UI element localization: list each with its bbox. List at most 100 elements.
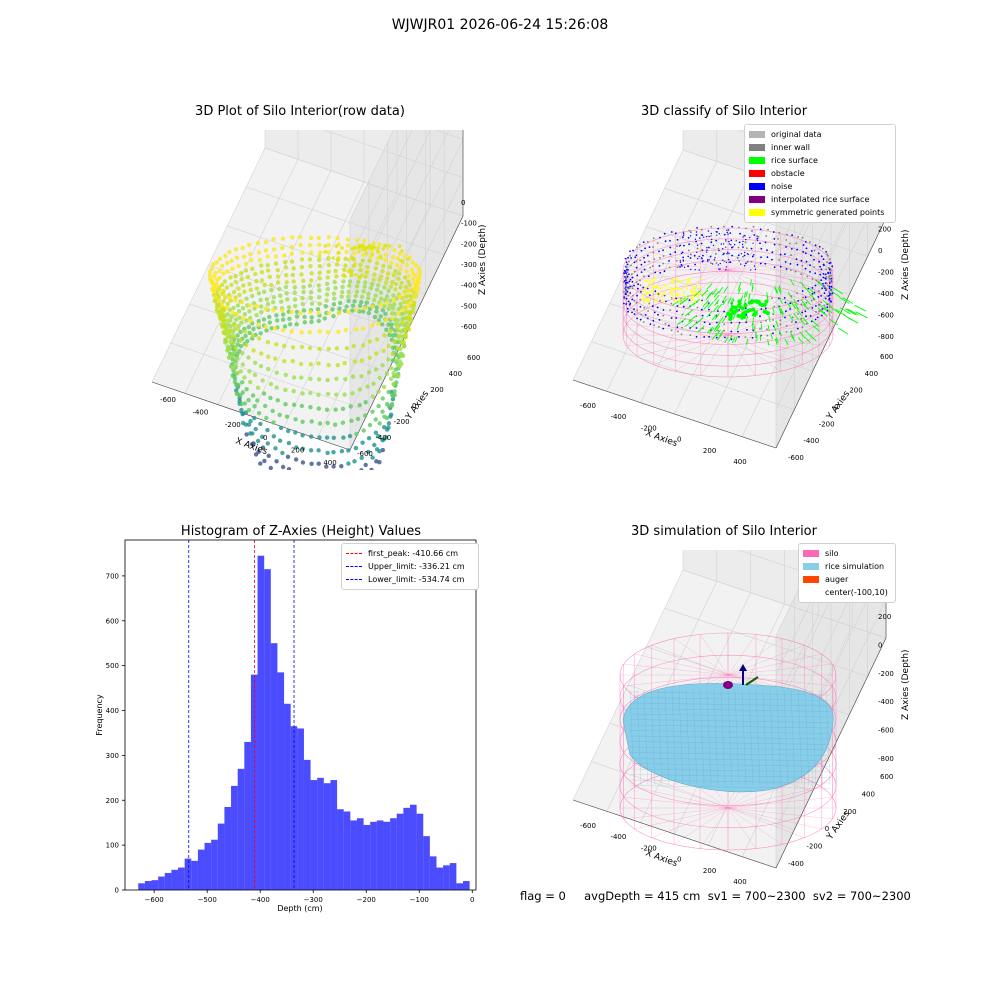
data-point	[404, 315, 409, 321]
data-point	[271, 247, 277, 252]
noise-point	[773, 305, 776, 308]
noise-point	[623, 297, 626, 300]
noise-point	[744, 307, 747, 310]
noise-point	[626, 274, 628, 276]
histogram-bar	[403, 807, 410, 890]
data-point	[219, 309, 224, 314]
noise-point	[652, 251, 655, 254]
data-point	[338, 300, 343, 306]
silo-spoke	[727, 638, 783, 676]
rice-surface-point	[830, 290, 840, 298]
z-tick-labels: 0-100-200-300-400-500-600	[461, 199, 477, 331]
data-point	[356, 245, 361, 250]
noise-point	[830, 301, 832, 303]
data-point	[246, 324, 251, 330]
data-point	[219, 288, 224, 293]
data-point	[230, 266, 235, 271]
noise-point	[795, 258, 798, 261]
data-point	[317, 270, 322, 275]
rice-surface-point	[687, 302, 696, 310]
noise-point	[703, 236, 705, 238]
legend-label: rice simulation	[825, 562, 885, 571]
data-point	[274, 342, 279, 347]
noise-point	[723, 323, 726, 326]
grid-line	[664, 608, 868, 677]
noise-point	[767, 228, 769, 231]
rice-surface-point	[780, 308, 784, 315]
rice-surface-point	[737, 287, 741, 295]
data-point	[317, 276, 322, 281]
data-point	[263, 403, 268, 409]
data-point	[232, 334, 237, 339]
data-point	[308, 405, 313, 410]
noise-point	[689, 257, 692, 259]
data-point	[395, 346, 400, 351]
noise-point	[806, 275, 809, 278]
data-point	[274, 370, 279, 375]
data-point	[317, 329, 322, 334]
data-point	[371, 277, 376, 282]
legend-item: inner wall	[749, 141, 891, 154]
rice-surface-point	[715, 329, 721, 337]
data-point	[399, 320, 405, 325]
histogram-bar	[264, 569, 271, 890]
data-point	[242, 401, 248, 406]
data-point	[256, 319, 261, 324]
data-point	[334, 274, 339, 279]
data-point	[299, 330, 304, 335]
noise-point	[745, 314, 748, 316]
histogram-bar	[158, 876, 165, 890]
legend-label: first_peak: -410.66 cm	[368, 549, 459, 558]
rice-surface-point	[679, 298, 689, 305]
noise-point	[796, 327, 799, 330]
status-footer: flag = 0 avgDepth = 415 cm sv1 = 700~230…	[520, 889, 911, 903]
data-point	[282, 324, 288, 329]
data-point	[259, 263, 264, 268]
data-point	[366, 370, 372, 375]
noise-point	[710, 235, 712, 237]
surface-mesh-line	[629, 757, 831, 762]
histogram-bar	[443, 865, 450, 890]
rice-surface-point	[736, 323, 740, 330]
data-point	[377, 375, 382, 381]
data-point	[231, 365, 237, 370]
surface-mesh-line	[797, 689, 803, 786]
auger-axis	[745, 676, 759, 686]
rice-surface-point	[778, 330, 782, 337]
data-point	[270, 408, 275, 414]
reference-lines	[188, 540, 295, 890]
depth-histogram[interactable]: −600 −500 −400 −300 −200 −100 0 01002003004005…	[75, 530, 495, 930]
z-tick-label: -400	[878, 698, 894, 706]
data-point	[372, 297, 377, 303]
noise-point	[779, 265, 782, 268]
noise-point	[690, 253, 692, 256]
legend-label: interpolated rice surface	[771, 195, 870, 204]
silo-spoke	[727, 807, 805, 838]
symmetric-point	[676, 288, 679, 291]
data-point	[286, 428, 291, 434]
legend-swatch	[749, 131, 765, 138]
data-point	[354, 327, 359, 332]
noise-point	[647, 310, 649, 312]
data-point	[381, 384, 387, 390]
data-point	[236, 309, 242, 314]
noise-point	[675, 317, 678, 319]
data-point	[352, 299, 357, 304]
noise-point	[623, 280, 626, 282]
noise-point	[723, 260, 726, 263]
data-point	[308, 376, 313, 381]
noise-point	[703, 336, 706, 338]
noise-point	[654, 290, 657, 293]
data-point	[365, 384, 370, 389]
data-point	[238, 369, 243, 374]
histogram-title: Histogram of Z-Axies (Height) Values	[180, 524, 422, 539]
noise-point	[627, 260, 630, 263]
noise-point	[752, 225, 755, 228]
point-cloud	[207, 234, 422, 470]
y-tick-label: 400	[449, 370, 462, 378]
histogram-bar	[257, 555, 265, 890]
silo-spoke	[727, 334, 803, 365]
noise-point	[811, 292, 814, 295]
